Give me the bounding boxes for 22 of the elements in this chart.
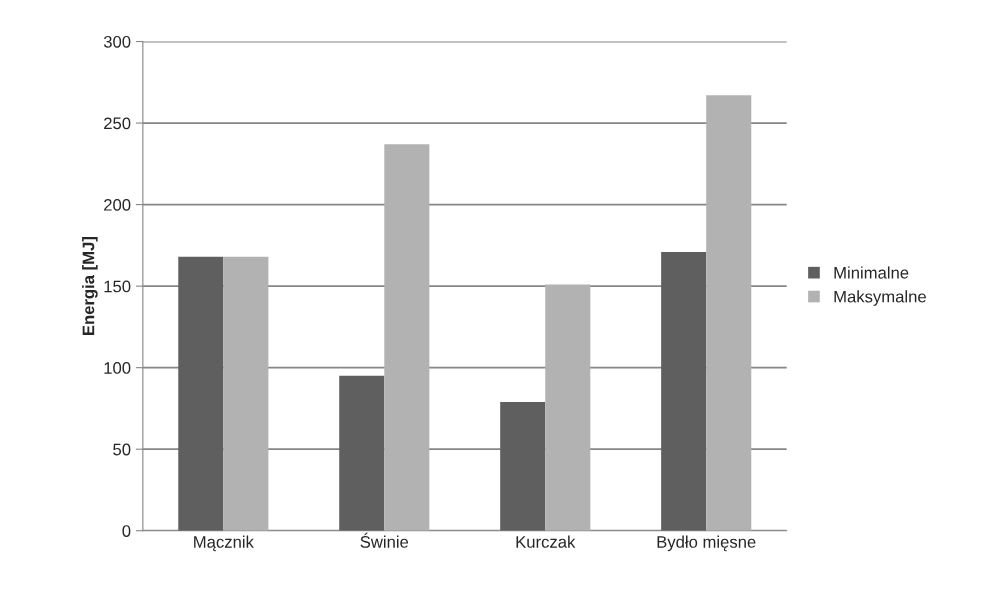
legend-label: Minimalne	[834, 266, 909, 279]
y-tick-label: 100	[104, 362, 131, 374]
bar	[545, 284, 591, 531]
bar	[178, 256, 224, 531]
y-tick-label: 0	[122, 525, 131, 537]
x-tick-label: Kurczak	[516, 535, 576, 548]
bar	[339, 375, 385, 531]
y-tick-label: 250	[104, 117, 131, 130]
x-tick-label: Świnie	[360, 532, 409, 548]
x-tick-label: Bydło mięsne	[657, 535, 756, 552]
legend-label: Maksymalne	[834, 290, 926, 306]
y-tick-label: 200	[104, 198, 131, 211]
bar	[500, 401, 546, 531]
bar	[223, 256, 269, 531]
bar	[661, 251, 707, 531]
y-tick-label: 50	[113, 443, 131, 456]
x-tick-label: Mącznik	[194, 535, 254, 552]
bar	[384, 144, 430, 531]
bar	[706, 95, 752, 531]
y-tick-label: 300	[103, 35, 131, 48]
y-tick-label: 150	[104, 280, 131, 293]
y-axis-title: Energia [MJ]	[82, 237, 98, 336]
